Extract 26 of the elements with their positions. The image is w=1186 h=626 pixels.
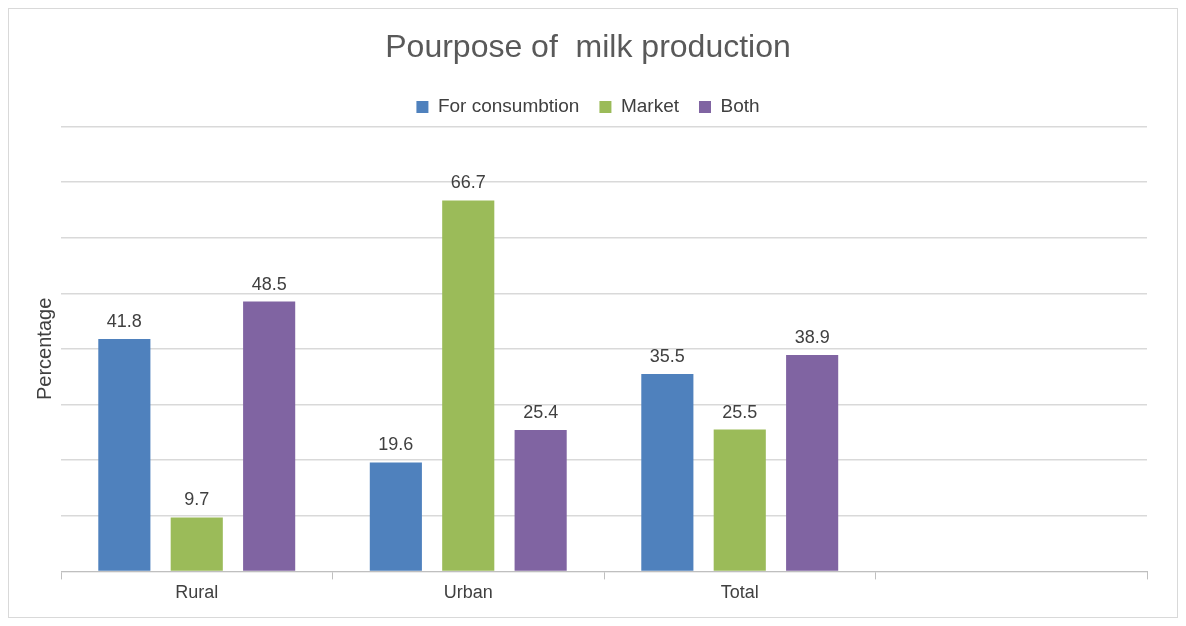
data-label: 41.8 [106, 310, 142, 331]
bar [514, 430, 567, 571]
data-label: 35.5 [649, 345, 685, 366]
data-label: 66.7 [450, 172, 486, 193]
bar [641, 373, 694, 571]
bar [243, 301, 296, 571]
bar [442, 200, 495, 571]
bar [98, 338, 151, 571]
chart-title: Pourpose of milk production [385, 28, 791, 65]
legend-label: Market [620, 95, 680, 117]
data-label: 25.4 [523, 402, 559, 423]
bar [713, 429, 766, 571]
data-label: 48.5 [251, 273, 287, 294]
y-axis-title: Percentage [32, 297, 55, 401]
legend-label: Both [720, 95, 760, 117]
data-label: 25.5 [722, 401, 758, 422]
bar [170, 517, 223, 571]
bar [369, 462, 422, 571]
data-label: 38.9 [794, 326, 830, 347]
data-label: 9.7 [184, 489, 210, 510]
legend-label: For consumbtion [437, 95, 580, 117]
x-tick-label: Urban [443, 582, 493, 603]
x-tick-label: Rural [175, 582, 219, 603]
x-tick-label: Total [720, 582, 759, 603]
bar [786, 355, 839, 571]
data-label: 19.6 [378, 434, 414, 455]
